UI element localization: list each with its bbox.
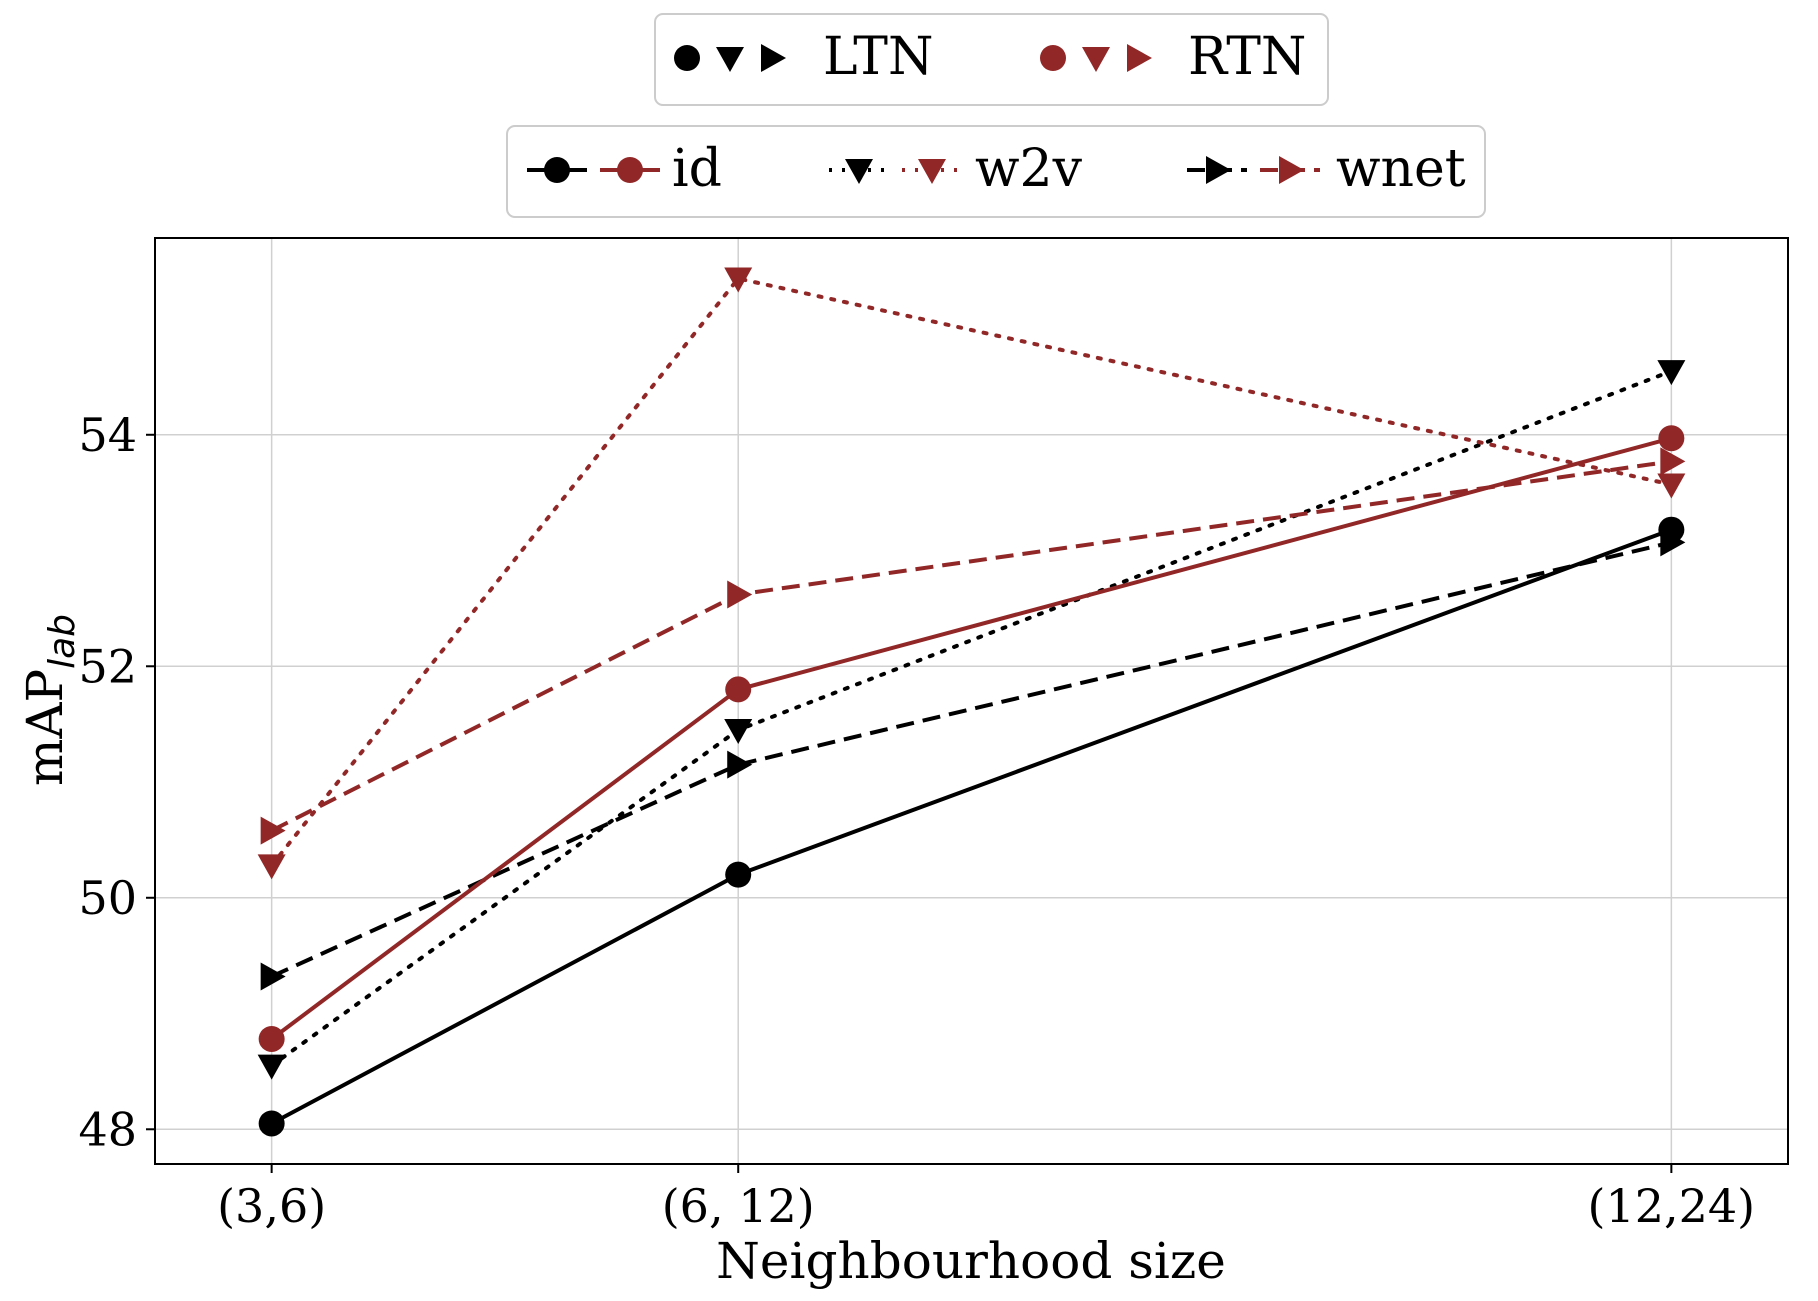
y-axis-label-subscript: lab: [42, 614, 83, 669]
legend-methods-box: [506, 125, 1486, 218]
series-layer: [257, 267, 1686, 1137]
legend-model-triangle-down-icon: [716, 47, 744, 72]
data-point: [260, 816, 286, 845]
legend-model-triangle-right-icon: [1127, 44, 1152, 72]
x-axis-label: Neighbourhood size: [716, 1232, 1226, 1290]
legend-method-triangle-right-icon: [1206, 156, 1231, 184]
grid: [155, 238, 1788, 1164]
x-tick-label: (12,24): [1588, 1179, 1756, 1233]
legend-rtn-label: RTN: [1188, 27, 1306, 87]
legend-method-triangle-right-icon: [1279, 156, 1304, 184]
legend-method-triangle-down-icon: [918, 159, 946, 184]
y-tick-label: 54: [78, 408, 137, 462]
legend-model-triangle-right-icon: [761, 44, 786, 72]
series-rtn-w2v: [257, 267, 1686, 880]
legend-model-circle-icon: [1040, 45, 1066, 71]
data-point: [727, 580, 753, 609]
data-point: [725, 861, 752, 888]
data-point: [725, 676, 752, 703]
legend-methods: id w2v wnet: [506, 125, 1486, 218]
data-point: [257, 1054, 286, 1080]
series-line: [270, 459, 1672, 833]
series-line: [270, 527, 1673, 1126]
legend-method-circle-icon: [544, 157, 570, 183]
legend-method-circle-icon: [617, 157, 643, 183]
x-tick-label: (6, 12): [662, 1179, 815, 1233]
y-tick-label: 48: [78, 1102, 137, 1156]
series-ltn-id: [258, 516, 1685, 1137]
y-axis-label: mAPlab: [16, 614, 83, 786]
legend-model-circle-icon: [674, 45, 700, 71]
data-point: [724, 267, 753, 293]
data-point: [727, 750, 753, 779]
data-point: [1658, 425, 1685, 452]
data-point: [1657, 473, 1686, 499]
series-rtn-id: [258, 425, 1685, 1052]
series-ltn-wnet: [260, 528, 1686, 991]
y-axis-label-main: mAP: [16, 669, 74, 786]
series-line: [270, 436, 1672, 1041]
y-tick-label: 50: [78, 871, 137, 925]
y-ticks: 48 50 52 54: [78, 408, 155, 1156]
data-point: [1660, 447, 1686, 476]
legend-id-label: id: [672, 139, 722, 199]
y-tick-label: 52: [78, 639, 137, 693]
data-point: [257, 854, 286, 880]
data-point: [258, 1110, 285, 1137]
data-point: [260, 962, 286, 991]
plot-frame: [154, 237, 1789, 1165]
series-line: [269, 369, 1674, 1068]
data-point: [1657, 360, 1686, 386]
legend-models-box: [654, 13, 1329, 106]
legend-ltn-label: LTN: [823, 27, 933, 87]
data-point: [1660, 528, 1686, 557]
legend-wnet-label: wnet: [1336, 139, 1466, 199]
legend-models: LTN RTN: [654, 13, 1329, 106]
x-tick-label: (3,6): [217, 1179, 326, 1233]
data-point: [258, 1025, 285, 1052]
data-point: [724, 718, 753, 744]
series-line: [269, 276, 1674, 868]
legend-model-triangle-down-icon: [1082, 47, 1110, 72]
series-ltn-w2v: [257, 360, 1686, 1080]
series-line: [270, 540, 1672, 979]
x-ticks: (3,6) (6, 12) (12,24): [217, 1164, 1755, 1233]
series-rtn-wnet: [260, 447, 1686, 845]
legend-method-triangle-down-icon: [845, 159, 873, 184]
legend-w2v-label: w2v: [975, 139, 1083, 199]
